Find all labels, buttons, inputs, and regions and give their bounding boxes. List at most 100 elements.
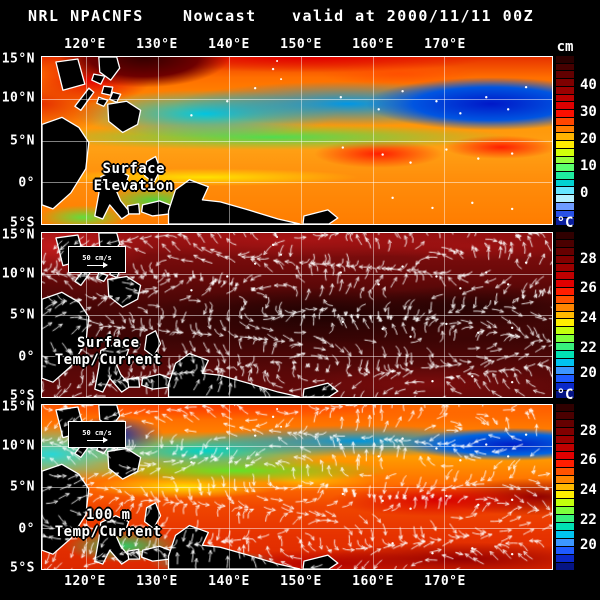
colorbar-tick: 20 xyxy=(580,365,597,382)
colorbar-tick: 24 xyxy=(580,310,597,327)
gridline-lat xyxy=(42,182,552,184)
colorbar-tick: 28 xyxy=(580,250,597,267)
colorbar-block xyxy=(556,125,574,133)
colorbar-block xyxy=(556,451,574,459)
colorbar-block xyxy=(556,263,574,271)
colorbar-block xyxy=(556,563,574,571)
colorbar-block xyxy=(556,507,574,515)
colorbar-block xyxy=(556,141,574,148)
colorbar-unit-degc: °C xyxy=(556,215,574,231)
colorbar-block xyxy=(556,311,574,319)
lat-tick-label: 5°S xyxy=(10,388,35,404)
colorbar-block xyxy=(556,555,574,563)
colorbar-block xyxy=(556,287,574,295)
colorbar-100m-temp: °C 28 26 24 22 20 xyxy=(556,387,597,571)
vector-key: 50 cm/s xyxy=(68,246,126,273)
colorbar-block xyxy=(556,79,574,86)
colorbar-elevation: cm 40 30 20 10 0 xyxy=(556,39,597,226)
vector-key-label: 50 cm/s xyxy=(82,428,112,437)
lat-tick-label: 5°N xyxy=(10,307,35,323)
colorbar-tick: 22 xyxy=(580,512,597,529)
colorbar-block xyxy=(556,110,574,117)
map-surface-temp-current: 50 cm/s Surface Temp/Current xyxy=(41,232,553,398)
colorbar-block xyxy=(556,148,574,156)
colorbar-block xyxy=(556,210,574,218)
colorbar-block xyxy=(556,133,574,141)
panel-label-elevation: Surface Elevation xyxy=(93,160,174,194)
lon-tick-label: 170°E xyxy=(424,37,466,52)
lat-axis-surface-temp: 15°N 10°N 5°N 0° 5°S xyxy=(0,228,38,404)
colorbar-tick: 30 xyxy=(580,103,597,120)
vector-key: 50 cm/s xyxy=(68,421,126,448)
lat-axis-elevation: 15°N 10°N 5°N 0° 5°S xyxy=(0,52,38,231)
colorbar-block xyxy=(556,404,574,411)
colorbar-block xyxy=(556,202,574,210)
lat-tick-label: 5°S xyxy=(10,215,35,231)
colorbar-block xyxy=(556,391,574,399)
colorbar-tick: 20 xyxy=(580,537,597,554)
lat-tick-label: 5°N xyxy=(10,479,35,495)
colorbar-tick: 22 xyxy=(580,340,597,357)
colorbar-block xyxy=(556,187,574,195)
colorbar-tick: 10 xyxy=(580,157,597,174)
panel-label-surface-temp: Surface Temp/Current xyxy=(54,334,162,368)
model-name: NRL NPACNFS xyxy=(28,7,144,25)
colorbar-block xyxy=(556,351,574,359)
colorbar-block xyxy=(556,483,574,491)
gridline-lat xyxy=(42,315,552,316)
vector-key-arrow-icon xyxy=(87,262,108,268)
lon-tick-label: 120°E xyxy=(64,37,106,52)
lon-tick-label: 120°E xyxy=(64,574,106,589)
colorbar-block xyxy=(556,56,574,63)
lat-tick-label: 5°N xyxy=(10,133,35,148)
colorbar-tick: 26 xyxy=(580,452,597,469)
gridline-lat xyxy=(42,446,552,447)
colorbar-block xyxy=(556,523,574,531)
colorbar-block xyxy=(556,367,574,375)
map-100m-temp-current: 50 cm/s 100 m Temp/Current xyxy=(41,404,553,570)
colorbar-block xyxy=(556,279,574,287)
gridline-lat xyxy=(42,528,552,529)
colorbar-block xyxy=(556,156,574,164)
lon-tick-label: 130°E xyxy=(136,574,178,589)
gridline-lat xyxy=(42,274,552,275)
run-mode-label: Nowcast xyxy=(183,7,257,25)
colorbar-block xyxy=(556,117,574,125)
lat-tick-label: 0° xyxy=(18,175,35,191)
lat-tick-label: 5°S xyxy=(10,560,35,576)
colorbar-block xyxy=(556,419,574,427)
colorbar-block xyxy=(556,295,574,303)
colorbar-surface-temp: °C 28 26 24 22 20 xyxy=(556,215,597,399)
lat-tick-label: 0° xyxy=(18,349,35,364)
lon-tick-label: 150°E xyxy=(280,574,322,589)
colorbar-block xyxy=(556,172,574,179)
colorbar-block xyxy=(556,547,574,555)
colorbar-block xyxy=(556,271,574,279)
colorbar-block xyxy=(556,375,574,383)
colorbar-scale xyxy=(556,404,574,571)
colorbar-block xyxy=(556,515,574,523)
colorbar-block xyxy=(556,327,574,335)
colorbar-block xyxy=(556,164,574,172)
colorbar-tick: 24 xyxy=(580,482,597,499)
lon-tick-label: 150°E xyxy=(280,37,322,52)
lon-tick-label: 160°E xyxy=(352,574,394,589)
vector-key-label: 50 cm/s xyxy=(82,253,112,262)
lat-tick-label: 10°N xyxy=(1,438,35,453)
colorbar-block xyxy=(556,383,574,391)
colorbar-scale xyxy=(556,56,574,226)
colorbar-block xyxy=(556,255,574,263)
lat-tick-label: 15°N xyxy=(1,399,35,415)
colorbar-block xyxy=(556,539,574,547)
colorbar-tick: 26 xyxy=(580,280,597,297)
panel-label-100m-temp: 100 m Temp/Current xyxy=(54,506,162,540)
valid-time-label: valid at 2000/11/11 00Z xyxy=(292,7,535,25)
lat-tick-label: 0° xyxy=(18,521,35,536)
colorbar-block xyxy=(556,443,574,451)
gridline-lat xyxy=(42,140,552,142)
gridline-lat xyxy=(42,356,552,357)
lat-tick-label: 15°N xyxy=(1,227,35,243)
colorbar-block xyxy=(556,303,574,311)
colorbar-block xyxy=(556,475,574,483)
